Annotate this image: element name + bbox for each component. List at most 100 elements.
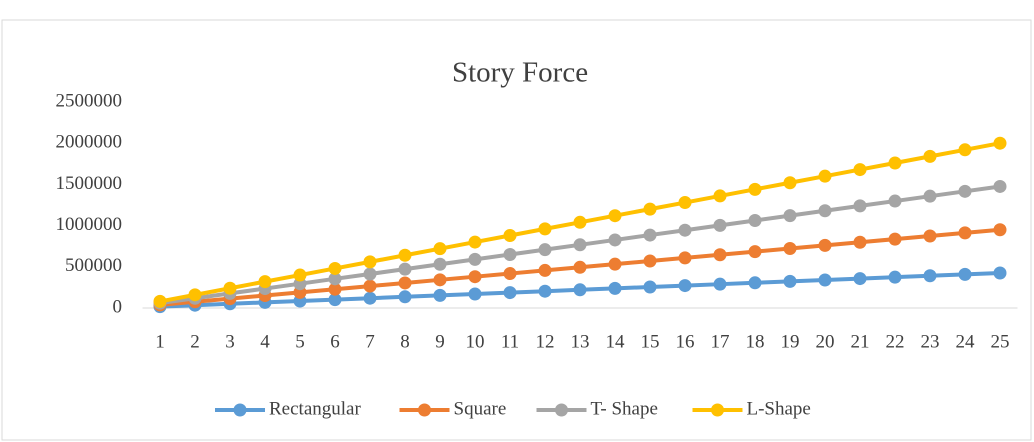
chart-title: Story Force [452, 57, 588, 89]
marker [888, 194, 902, 208]
x-tick-label: 24 [956, 331, 976, 352]
marker [923, 269, 937, 283]
marker [923, 189, 937, 203]
marker [398, 290, 412, 304]
marker [503, 286, 517, 300]
marker [643, 280, 657, 294]
marker [573, 215, 587, 229]
marker [398, 262, 412, 276]
marker [783, 176, 797, 190]
marker [853, 272, 867, 286]
marker [398, 276, 412, 290]
x-tick-label: 18 [746, 331, 765, 352]
legend-label: T- Shape [591, 398, 658, 419]
marker [573, 238, 587, 252]
marker [433, 257, 447, 271]
marker [818, 169, 832, 183]
x-tick-label: 11 [501, 331, 519, 352]
marker [713, 189, 727, 203]
marker [293, 268, 307, 282]
x-tick-label: 8 [400, 331, 410, 352]
y-tick-label: 2000000 [56, 132, 123, 153]
marker [993, 223, 1007, 237]
marker [188, 288, 202, 302]
x-tick-label: 19 [781, 331, 800, 352]
marker [608, 233, 622, 247]
x-tick-label: 15 [641, 331, 660, 352]
x-tick-label: 6 [330, 331, 340, 352]
marker [328, 261, 342, 275]
marker [223, 281, 237, 295]
marker [433, 273, 447, 287]
marker [853, 163, 867, 177]
y-tick-label: 1500000 [56, 173, 123, 194]
x-tick-label: 20 [816, 331, 835, 352]
marker [818, 273, 832, 287]
legend-label: Rectangular [269, 398, 361, 419]
x-tick-label: 5 [295, 331, 305, 352]
x-tick-label: 4 [260, 331, 270, 352]
marker [818, 238, 832, 252]
marker [888, 270, 902, 284]
marker [958, 143, 972, 157]
legend-label: L-Shape [747, 398, 811, 419]
marker [643, 254, 657, 268]
y-tick-label: 500000 [65, 255, 122, 276]
x-tick-label: 10 [466, 331, 485, 352]
marker [958, 267, 972, 281]
x-tick-label: 1 [155, 331, 165, 352]
legend-label: Square [454, 398, 507, 419]
marker [783, 209, 797, 223]
marker [713, 218, 727, 232]
marker [923, 149, 937, 163]
marker [993, 136, 1007, 150]
legend-marker [555, 403, 568, 417]
y-tick-label: 1000000 [56, 214, 123, 235]
marker [433, 288, 447, 302]
marker [328, 272, 342, 286]
marker [538, 243, 552, 257]
marker [643, 228, 657, 242]
marker [643, 202, 657, 216]
x-tick-label: 7 [365, 331, 375, 352]
x-tick-label: 17 [711, 331, 730, 352]
y-tick-label: 0 [113, 296, 123, 317]
marker [468, 270, 482, 284]
marker [398, 248, 412, 262]
x-tick-label: 14 [606, 331, 626, 352]
marker [258, 275, 272, 289]
marker [363, 291, 377, 305]
marker [328, 282, 342, 296]
marker [538, 284, 552, 298]
marker [748, 245, 762, 259]
marker [993, 266, 1007, 280]
marker [328, 293, 342, 307]
marker [363, 279, 377, 293]
x-tick-label: 9 [435, 331, 445, 352]
marker [678, 196, 692, 210]
marker [748, 213, 762, 227]
marker [363, 267, 377, 281]
legend-marker [418, 403, 431, 417]
x-tick-label: 13 [571, 331, 590, 352]
x-tick-label: 12 [536, 331, 555, 352]
marker [468, 287, 482, 301]
marker [608, 257, 622, 271]
marker [538, 263, 552, 277]
marker [888, 232, 902, 246]
x-tick-label: 23 [921, 331, 940, 352]
marker [678, 251, 692, 265]
marker [783, 242, 797, 256]
x-tick-label: 3 [225, 331, 235, 352]
marker [678, 279, 692, 293]
marker [993, 179, 1007, 193]
marker [468, 252, 482, 266]
marker [503, 228, 517, 242]
marker [573, 283, 587, 297]
marker [713, 277, 727, 291]
x-tick-label: 25 [991, 331, 1010, 352]
marker [888, 156, 902, 170]
marker [958, 184, 972, 198]
marker [538, 222, 552, 236]
marker [608, 209, 622, 223]
